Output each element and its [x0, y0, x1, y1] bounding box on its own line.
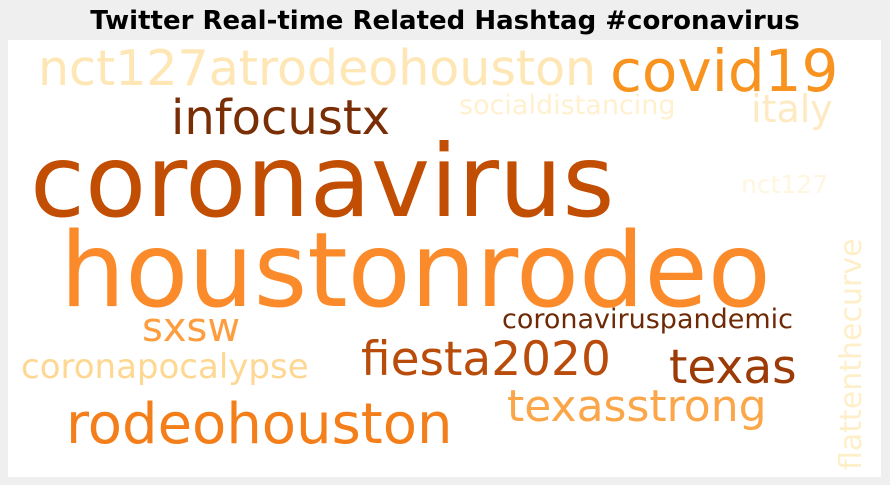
- word-infocustx: infocustx: [171, 90, 391, 146]
- word-cloud: nct127atrodeohouston covid19 infocustx s…: [8, 40, 881, 477]
- word-socialdistancing: socialdistancing: [459, 90, 676, 121]
- word-houstonrodeo: houstonrodeo: [60, 211, 771, 331]
- word-rodeohouston: rodeohouston: [66, 392, 453, 457]
- word-texasstrong: texasstrong: [507, 381, 767, 432]
- word-nct127atrodeohouston: nct127atrodeohouston: [38, 40, 597, 97]
- word-italy: italy: [751, 87, 833, 131]
- word-covid19: covid19: [610, 37, 839, 105]
- word-sxsw: sxsw: [142, 305, 241, 351]
- word-coronavirus: coronavirus: [30, 123, 615, 240]
- word-nct127: nct127: [741, 170, 829, 199]
- word-texas: texas: [669, 340, 797, 395]
- word-flattenthecurve: flattenthecurve: [834, 238, 869, 470]
- word-coronapocalypse: coronapocalypse: [21, 347, 309, 387]
- word-fiesta2020: fiesta2020: [361, 332, 611, 387]
- word-coronaviruspandemic: coronaviruspandemic: [502, 304, 794, 335]
- chart-title: Twitter Real-time Related Hashtag #coron…: [90, 6, 800, 36]
